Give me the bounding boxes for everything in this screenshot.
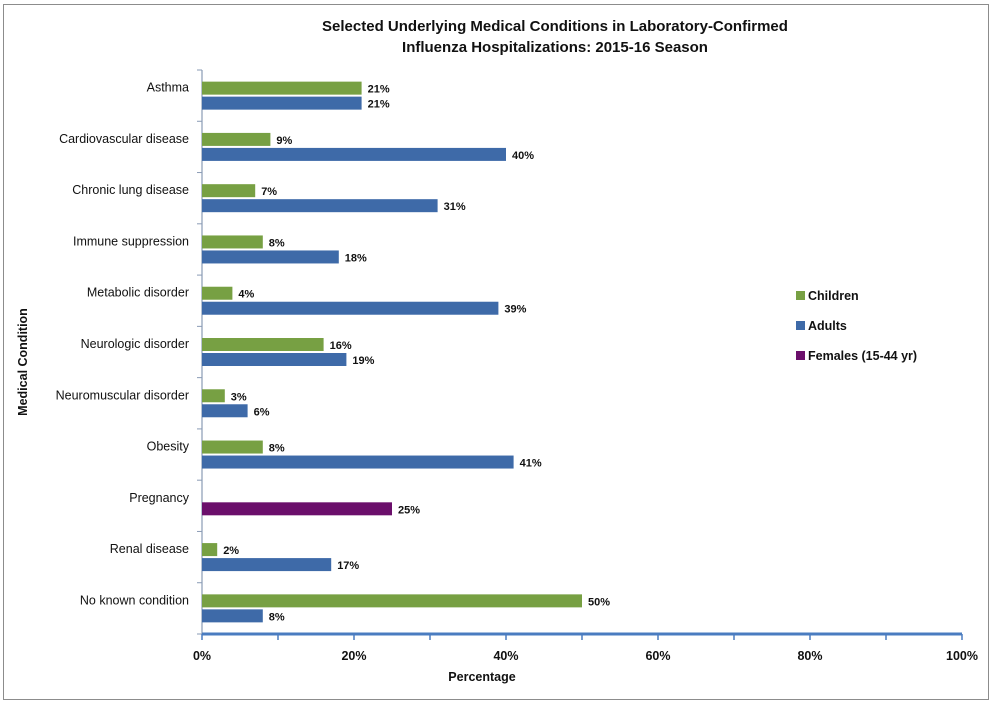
data-label-adults-neurologic-disorder: 19% (352, 355, 374, 367)
x-tick-label: 60% (645, 649, 670, 663)
data-label-adults-cardiovascular-disease: 40% (512, 150, 534, 162)
legend-item-children: Children (796, 288, 917, 303)
bar-children-neuromuscular-disorder (202, 389, 225, 403)
data-label-children-neuromuscular-disorder: 3% (231, 391, 247, 403)
bar-adults-cardiovascular-disease (202, 147, 506, 161)
x-tick-label: 20% (341, 649, 366, 663)
category-label-metabolic-disorder: Metabolic disorder (87, 286, 189, 300)
category-label-renal-disease: Renal disease (110, 542, 189, 556)
bar-children-asthma (202, 81, 362, 95)
bar-children-neurologic-disorder (202, 338, 324, 351)
data-label-adults-neuromuscular-disorder: 6% (254, 406, 270, 418)
bar-adults-metabolic-disorder (202, 301, 499, 315)
bar-children-obesity (202, 440, 263, 454)
category-label-cardiovascular-disease: Cardiovascular disease (59, 132, 189, 146)
data-label-children-cardiovascular-disease: 9% (276, 135, 292, 147)
data-label-children-chronic-lung-disease: 7% (261, 186, 277, 198)
data-label-children-no-known-condition: 50% (588, 596, 610, 608)
bar-children-renal-disease (202, 543, 218, 557)
bar-children-chronic-lung-disease (202, 184, 256, 198)
y-axis-title: Medical Condition (16, 308, 30, 416)
data-label-adults-no-known-condition: 8% (269, 611, 285, 623)
category-label-asthma: Asthma (147, 81, 189, 95)
data-label-children-immune-suppression: 8% (269, 237, 285, 249)
x-tick-label: 80% (797, 649, 822, 663)
data-label-adults-renal-disease: 17% (337, 560, 359, 572)
bar-adults-obesity (202, 455, 514, 469)
data-label-adults-metabolic-disorder: 39% (504, 304, 526, 316)
bar-adults-asthma (202, 96, 362, 110)
chart-legend: Children Adults Females (15-44 yr) (796, 288, 917, 378)
data-label-children-renal-disease: 2% (223, 545, 239, 557)
category-label-chronic-lung-disease: Chronic lung disease (72, 183, 189, 197)
data-label-children-metabolic-disorder: 4% (238, 289, 254, 301)
data-label-adults-immune-suppression: 18% (345, 252, 367, 264)
bar-adults-neuromuscular-disorder (202, 404, 248, 418)
category-label-neuromuscular-disorder: Neuromuscular disorder (56, 388, 189, 402)
data-label-females-15-44-yr-pregnancy: 25% (398, 504, 420, 516)
legend-item-adults: Adults (796, 318, 917, 333)
bar-adults-no-known-condition (202, 609, 263, 623)
category-label-neurologic-disorder: Neurologic disorder (81, 337, 189, 351)
legend-swatch (796, 321, 805, 330)
bar-adults-immune-suppression (202, 250, 339, 264)
legend-item-females-15-44-yr: Females (15-44 yr) (796, 348, 917, 363)
legend-swatch (796, 291, 805, 300)
x-tick-label: 0% (193, 649, 211, 663)
bar-adults-chronic-lung-disease (202, 199, 438, 213)
data-label-adults-chronic-lung-disease: 31% (444, 201, 466, 213)
chart-title-line-1: Selected Underlying Medical Conditions i… (322, 18, 788, 35)
data-label-adults-obesity: 41% (520, 458, 542, 470)
category-label-no-known-condition: No known condition (80, 593, 189, 607)
x-tick-label: 100% (946, 649, 978, 663)
bar-females-15-44-yr-pregnancy (202, 502, 392, 516)
bar-adults-renal-disease (202, 558, 332, 572)
x-axis-title: Percentage (448, 670, 515, 684)
legend-label: Children (808, 288, 859, 303)
bar-children-cardiovascular-disease (202, 132, 271, 146)
legend-label: Females (15-44 yr) (808, 348, 918, 363)
chart-title-line-2: Influenza Hospitalizations: 2015-16 Seas… (402, 39, 708, 56)
bar-children-immune-suppression (202, 235, 263, 249)
data-label-adults-asthma: 21% (368, 99, 390, 111)
data-label-children-asthma: 21% (368, 84, 390, 96)
category-label-obesity: Obesity (147, 440, 190, 454)
data-label-children-obesity: 8% (269, 443, 285, 455)
legend-swatch (796, 351, 805, 360)
bar-children-metabolic-disorder (202, 286, 233, 300)
data-label-children-neurologic-disorder: 16% (330, 340, 352, 352)
bar-adults-neurologic-disorder (202, 353, 347, 366)
chart-frame (3, 4, 989, 700)
category-label-pregnancy: Pregnancy (129, 491, 190, 505)
legend-label: Adults (808, 318, 847, 333)
bar-children-no-known-condition (202, 594, 582, 608)
x-tick-label: 40% (493, 649, 518, 663)
category-label-immune-suppression: Immune suppression (73, 234, 189, 248)
